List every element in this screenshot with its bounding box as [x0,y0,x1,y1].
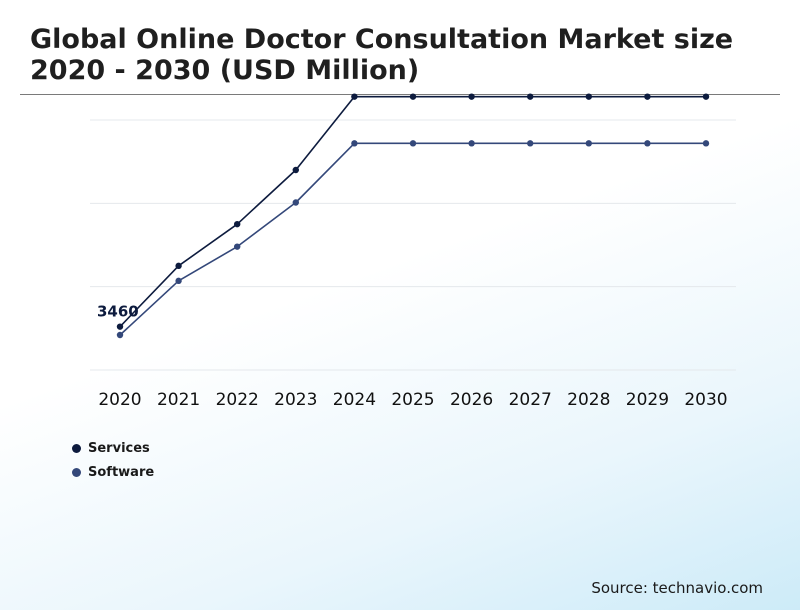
data-point-software [585,140,592,147]
data-point-services [351,93,358,100]
data-point-services [585,93,592,100]
data-point-services [175,262,182,270]
x-tick-label: 2027 [509,390,552,410]
legend-marker-services [72,443,81,453]
x-tick-label: 2024 [333,390,376,410]
source-credit: Source: technavio.com [591,579,763,597]
data-point-software [234,243,241,250]
legend-marker-software [72,467,81,477]
title-divider [20,94,780,95]
x-tick-label: 2029 [626,390,669,410]
data-point-services [234,220,241,228]
x-tick-label: 2025 [391,390,434,410]
data-point-software [409,140,417,147]
data-point-software [702,140,710,147]
series-line-services [119,95,706,328]
data-point-software [527,140,534,147]
data-point-software [468,140,475,147]
data-point-services [644,93,651,100]
x-tick-label: 2021 [157,390,200,410]
data-point-services [292,166,299,174]
legend-item-software: Software [72,460,154,484]
x-tick-label: 2023 [274,390,317,410]
legend: Services Software [72,436,154,484]
data-point-services [527,93,534,100]
data-point-software [116,331,124,339]
x-tick-label: 2020 [98,390,141,410]
data-point-software [292,199,299,206]
x-tick-label: 2028 [567,390,610,410]
data-label: 3460 [97,303,139,321]
data-point-software [351,140,358,147]
data-point-services [468,93,475,100]
data-point-software [175,277,182,285]
legend-label-software: Software [88,464,155,480]
legend-item-services: Services [72,436,154,460]
x-tick-label: 2022 [216,390,259,410]
legend-label-services: Services [88,440,150,456]
chart-title: Global Online Doctor Consultation Market… [30,24,734,86]
x-tick-label: 2026 [450,390,493,410]
data-point-software [644,140,651,147]
x-tick-label: 2030 [684,390,727,410]
data-point-services [116,323,124,330]
data-point-services [702,93,710,100]
series-line-software [119,142,706,336]
data-point-services [409,93,417,100]
